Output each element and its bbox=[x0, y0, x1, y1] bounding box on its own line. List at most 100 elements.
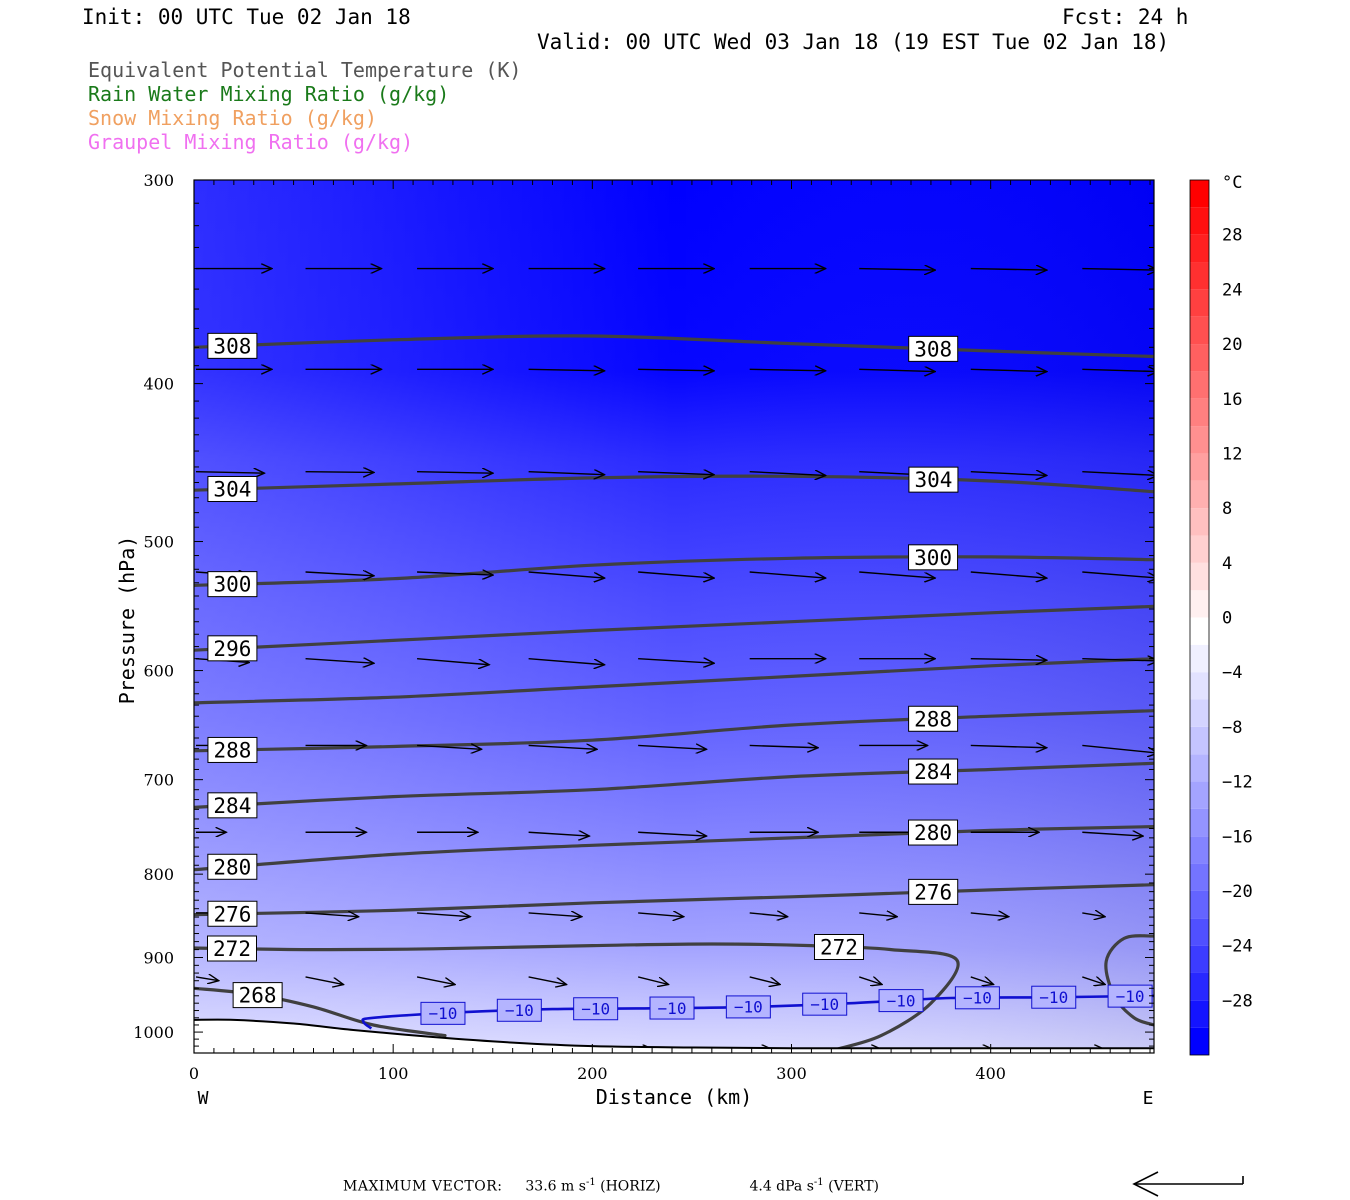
isotherm-label: −10 bbox=[1107, 984, 1153, 1008]
wind-vector bbox=[305, 976, 344, 985]
isotherm-label: −10 bbox=[496, 998, 542, 1022]
colorbar-tick-label: 4 bbox=[1222, 554, 1232, 574]
colorbar-swatch bbox=[1190, 699, 1209, 727]
wind-vector bbox=[970, 976, 994, 985]
init-time: Init: 00 UTC Tue 02 Jan 18 bbox=[82, 5, 411, 29]
theta-e-label-280-b: 280 bbox=[908, 819, 959, 846]
max-vector-vert-unit: (VERT) bbox=[828, 1178, 880, 1195]
theta-e-label-304-b: 304 bbox=[908, 466, 959, 493]
theta-e-label-272-b: 272 bbox=[813, 933, 864, 960]
wind-vector bbox=[195, 472, 264, 474]
colorbar-swatch bbox=[1190, 945, 1209, 973]
wind-vector bbox=[417, 657, 489, 665]
wind-vector bbox=[305, 572, 374, 576]
isotherm-label-box bbox=[878, 989, 924, 1013]
isotherm-label-box bbox=[573, 997, 619, 1021]
reference-vector bbox=[1132, 1171, 1244, 1197]
theta-e-label-272-b-text: 272 bbox=[820, 936, 858, 960]
theta-e-label-280: 280 bbox=[207, 853, 258, 880]
theta-e-label-284-box bbox=[207, 792, 258, 819]
theta-e-label-300-b-text: 300 bbox=[914, 546, 952, 570]
max-vector-vert-exp: -1 bbox=[813, 1177, 824, 1188]
colorbar-swatch bbox=[1190, 754, 1209, 782]
theta-e-label-276-text: 276 bbox=[213, 902, 251, 926]
terrain-fill bbox=[194, 1019, 1154, 1053]
theta-e-label-280-b-box bbox=[908, 819, 959, 846]
wind-vector bbox=[749, 369, 826, 371]
x-axis-label: Distance (km) bbox=[596, 1085, 753, 1109]
wind-vector bbox=[305, 913, 359, 917]
colorbar-swatch bbox=[1190, 1000, 1209, 1028]
isotherm-label-text: −10 bbox=[505, 1001, 534, 1020]
colorbar-swatch bbox=[1190, 808, 1209, 837]
colorbar-swatch bbox=[1190, 1027, 1209, 1055]
wind-vector bbox=[528, 976, 567, 985]
theta-e-label-308-text: 308 bbox=[213, 334, 251, 358]
colorbar-swatch bbox=[1190, 672, 1209, 700]
theta-e-contour-308 bbox=[194, 334, 1154, 359]
wind-vector bbox=[970, 269, 1047, 271]
x-tick-label: 0 bbox=[189, 1064, 199, 1083]
theta-e-label-272: 272 bbox=[207, 935, 257, 962]
colorbar-swatch bbox=[1190, 644, 1209, 673]
colorbar-swatch bbox=[1190, 590, 1209, 618]
max-vector-horiz: 33.6 m s bbox=[525, 1178, 586, 1195]
theta-e-label-300-b: 300 bbox=[908, 544, 959, 571]
isotherm-label: −10 bbox=[573, 997, 619, 1021]
wind-vector bbox=[528, 369, 605, 371]
y-axis-label: Pressure (hPa) bbox=[115, 536, 139, 705]
theta-e-label-296-text: 296 bbox=[213, 637, 251, 661]
theta-e-label-276-b: 276 bbox=[908, 878, 959, 905]
isotherm-label-text: −10 bbox=[963, 989, 992, 1008]
wind-vector bbox=[859, 913, 897, 917]
wind-vector bbox=[970, 913, 1009, 917]
wind-vector bbox=[638, 369, 714, 371]
max-vector-vert: 4.4 dPa s bbox=[749, 1178, 814, 1195]
y-tick-label: 300 bbox=[143, 171, 174, 190]
y-tick-label: 1000 bbox=[133, 1023, 174, 1042]
theta-e-label-288-b-text: 288 bbox=[914, 707, 952, 731]
theta-e-label-280-box bbox=[207, 853, 258, 880]
x-tick-label: 300 bbox=[776, 1064, 807, 1083]
legend-theta-e: Equivalent Potential Temperature (K) bbox=[88, 58, 522, 82]
colorbar-swatch bbox=[1190, 234, 1209, 263]
theta-e-label-284-b: 284 bbox=[908, 758, 959, 785]
colorbar-swatch bbox=[1190, 890, 1209, 919]
wind-vector bbox=[970, 659, 1047, 661]
wind-vector bbox=[416, 976, 455, 985]
theta-e-label-268-text: 268 bbox=[239, 984, 277, 1008]
colorbar-tick-label: −8 bbox=[1222, 718, 1242, 738]
isotherm-label-text: −10 bbox=[658, 999, 687, 1018]
colorbar-tick-label: 24 bbox=[1222, 280, 1242, 300]
y-tick-label: 500 bbox=[143, 533, 174, 552]
max-vector-horiz-exp: -1 bbox=[585, 1177, 596, 1188]
wind-vector bbox=[305, 472, 374, 473]
colorbar-tick-label: −12 bbox=[1222, 773, 1253, 793]
theta-e-label-304-box bbox=[207, 475, 258, 502]
colorbar-swatch bbox=[1190, 836, 1209, 864]
isotherm-label-box bbox=[954, 986, 1000, 1010]
wind-vector bbox=[859, 269, 935, 271]
colorbar-swatch bbox=[1190, 508, 1209, 536]
colorbar-tick-label: −24 bbox=[1222, 937, 1253, 957]
wind-vector bbox=[305, 659, 374, 664]
wind-vector bbox=[195, 977, 219, 981]
x-tick-label: 400 bbox=[975, 1064, 1006, 1083]
colorbar-tick-label: 28 bbox=[1222, 226, 1242, 246]
theta-e-label-268: 268 bbox=[232, 982, 283, 1009]
wind-vector bbox=[638, 913, 684, 917]
wind-vector bbox=[1082, 369, 1154, 371]
theta-e-label-276-b-box bbox=[908, 878, 959, 905]
wind-vector bbox=[1082, 976, 1105, 985]
colorbar-tick-label: −28 bbox=[1222, 991, 1253, 1011]
colorbar-tick-label: 0 bbox=[1222, 609, 1232, 629]
wind-vector bbox=[528, 745, 597, 749]
wind-vector bbox=[749, 571, 826, 578]
x-axis-east-label: E bbox=[1143, 1088, 1154, 1109]
theta-e-label-288: 288 bbox=[207, 736, 258, 763]
colorbar-swatch bbox=[1190, 918, 1209, 946]
wind-vector bbox=[1082, 744, 1154, 753]
plot-frame bbox=[193, 179, 1155, 1054]
wind-vector bbox=[970, 369, 1047, 371]
y-tick-label: 900 bbox=[143, 949, 174, 968]
